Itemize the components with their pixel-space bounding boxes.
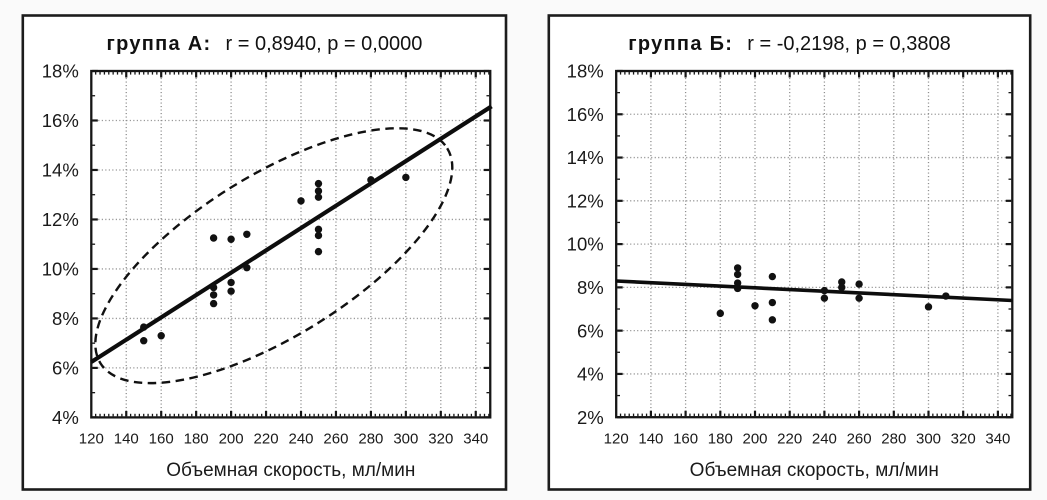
svg-text:160: 160 <box>673 431 698 448</box>
svg-text:4%: 4% <box>52 407 79 428</box>
svg-text:340: 340 <box>463 431 488 448</box>
svg-text:18%: 18% <box>42 61 79 82</box>
svg-text:16%: 16% <box>42 110 79 131</box>
svg-text:10%: 10% <box>567 234 604 255</box>
svg-text:8%: 8% <box>577 277 604 298</box>
svg-text:240: 240 <box>812 431 837 448</box>
svg-text:14%: 14% <box>567 147 604 168</box>
svg-text:группа А: r = 0,8940, p = 0,0: группа А: r = 0,8940, p = 0,0000 <box>106 33 422 55</box>
svg-text:120: 120 <box>79 431 104 448</box>
svg-text:180: 180 <box>184 431 209 448</box>
svg-text:300: 300 <box>393 431 418 448</box>
svg-text:18%: 18% <box>567 61 604 82</box>
svg-text:8%: 8% <box>52 308 79 329</box>
svg-text:320: 320 <box>428 431 453 448</box>
svg-text:140: 140 <box>114 431 139 448</box>
svg-text:группа Б: r = -0,2198, p = 0,: группа Б: r = -0,2198, p = 0,3808 <box>628 33 950 55</box>
svg-text:6%: 6% <box>577 320 604 341</box>
svg-text:220: 220 <box>777 431 802 448</box>
svg-text:200: 200 <box>219 431 244 448</box>
svg-text:340: 340 <box>985 431 1010 448</box>
svg-text:260: 260 <box>323 431 348 448</box>
svg-text:10%: 10% <box>42 259 79 280</box>
svg-text:2%: 2% <box>577 407 604 428</box>
svg-text:120: 120 <box>604 431 629 448</box>
svg-text:220: 220 <box>254 431 279 448</box>
svg-text:160: 160 <box>149 431 174 448</box>
svg-text:12%: 12% <box>567 190 604 211</box>
svg-text:280: 280 <box>358 431 383 448</box>
svg-text:12%: 12% <box>42 209 79 230</box>
svg-text:260: 260 <box>847 431 872 448</box>
svg-text:320: 320 <box>951 431 976 448</box>
svg-text:16%: 16% <box>567 104 604 125</box>
svg-text:140: 140 <box>638 431 663 448</box>
svg-text:200: 200 <box>742 431 767 448</box>
svg-text:180: 180 <box>708 431 733 448</box>
svg-text:Объемная скорость, мл/мин: Объемная скорость, мл/мин <box>166 460 415 481</box>
svg-text:6%: 6% <box>52 358 79 379</box>
svg-text:280: 280 <box>881 431 906 448</box>
svg-text:300: 300 <box>916 431 941 448</box>
svg-text:14%: 14% <box>42 160 79 181</box>
svg-text:4%: 4% <box>577 364 604 385</box>
svg-text:Объемная скорость, мл/мин: Объемная скорость, мл/мин <box>690 460 939 481</box>
svg-text:240: 240 <box>288 431 313 448</box>
